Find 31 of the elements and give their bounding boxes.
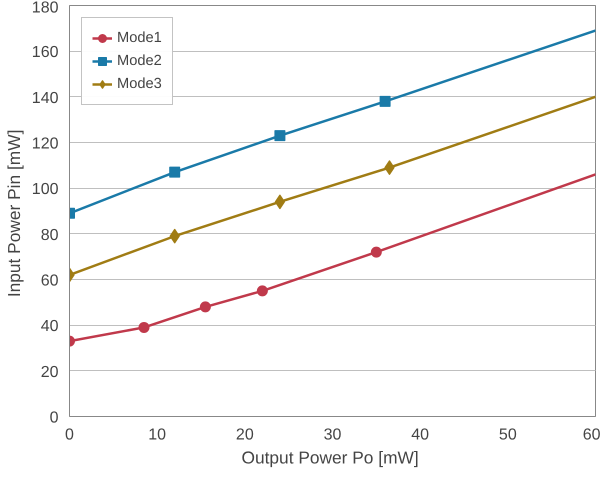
legend-label: Mode2 — [117, 53, 162, 69]
point — [169, 166, 180, 178]
point — [200, 301, 211, 312]
y-tick-label: 140 — [32, 90, 59, 107]
legend-label: Mode1 — [117, 30, 162, 46]
x-tick-label: 60 — [582, 426, 601, 444]
legend-label: Mode3 — [117, 76, 162, 92]
x-axis-title: Output Power Po [mW] — [242, 448, 419, 468]
x-tick-label: 30 — [324, 426, 342, 444]
y-tick-label: 20 — [40, 364, 59, 381]
y-tick-label: 100 — [32, 181, 59, 198]
y-tick-label: 120 — [32, 136, 59, 152]
y-axis-title: Input Power Pin [mW] — [4, 130, 24, 298]
point — [138, 322, 150, 333]
x-tick-label: 10 — [148, 426, 166, 444]
point — [274, 130, 286, 142]
y-tick-label: 180 — [32, 0, 59, 16]
x-tick-label: 20 — [236, 426, 254, 444]
y-tick-label: 80 — [40, 226, 59, 244]
point — [370, 246, 382, 258]
x-tick-label: 40 — [411, 426, 430, 444]
y-tick-label: 60 — [40, 272, 59, 290]
x-tick-label: 0 — [65, 426, 74, 444]
point — [274, 194, 286, 210]
x-tick-label: 50 — [498, 426, 517, 444]
point — [256, 285, 268, 296]
point — [384, 160, 395, 176]
y-tick-label: 0 — [50, 410, 59, 426]
point — [380, 96, 391, 107]
y-tick-label: 40 — [40, 318, 59, 336]
y-tick-label: 160 — [32, 44, 59, 62]
